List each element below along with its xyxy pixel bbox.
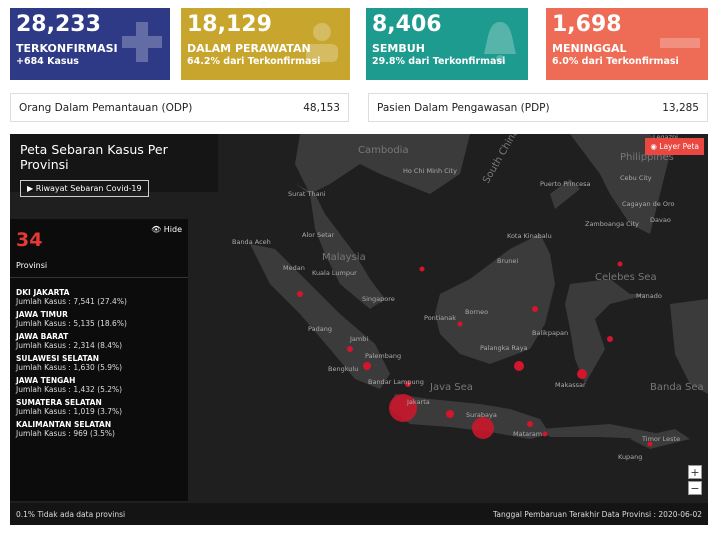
province-name: SULAWESI SELATAN [16,354,100,363]
stat-label: Orang Dalam Pemantauan (ODP) [19,101,193,114]
province-panel: 👁 Hide 34 Provinsi DKI JAKARTA Jumlah Kas… [10,219,188,501]
map-label: Davao [650,216,671,224]
title-box: Peta Sebaran Kasus Per Provinsi ▶ Riwaya… [10,134,218,197]
map-label: Cambodia [358,145,409,156]
card-recovered: 8,406 SEMBUH 29.8% dari Terkonfirmasi [366,8,528,80]
card-label: TERKONFIRMASI [16,42,118,55]
map-label: Padang [308,325,332,333]
map-label: Surabaya [466,411,497,419]
card-treated: 18,129 DALAM PERAWATAN 64.2% dari Terkon… [181,8,350,80]
icon [122,22,162,62]
card-sub: +684 Kasus [16,56,79,67]
map-label: Banda Aceh [232,238,271,246]
card-value: 28,233 [16,12,101,37]
card-value: 18,129 [187,12,272,37]
map-label: Malaysia [322,252,366,263]
map-label: Palembang [365,352,401,360]
map-label: Jakarta [406,398,430,406]
province-name: SUMATERA SELATAN [16,398,102,407]
map-canvas: Cambodia Ho Chi Minh City South China Sea P… [232,134,708,461]
footer-left: 0.1% Tidak ada data provinsi [16,509,126,519]
map-label: Zamboanga City [585,220,639,228]
province-name: JAWA TIMUR [16,310,68,319]
map[interactable]: Cambodia Ho Chi Minh City South China Sea P… [10,134,708,525]
history-button[interactable]: ▶ Riwayat Sebaran Covid-19 [20,180,149,197]
map-label: Kuala Lumpur [312,269,357,277]
province-name: KALIMANTAN SELATAN [16,420,112,429]
card-value: 1,698 [552,12,622,37]
card-label: SEMBUH [372,42,425,55]
province-name: DKI JAKARTA [16,288,70,297]
map-title: Peta Sebaran Kasus Per Provinsi [20,142,168,172]
card-sub: 29.8% dari Terkonfirmasi [372,56,506,67]
card-confirmed: 28,233 TERKONFIRMASI +684 Kasus [10,8,170,80]
icon [306,23,338,62]
map-label: Kupang [618,453,642,461]
stat-label: Pasien Dalam Pengawasan (PDP) [377,101,550,114]
case-bubbles [297,261,653,447]
map-label: Jambi [349,335,368,343]
card-sub: 6.0% dari Terkonfirmasi [552,56,679,67]
map-label: Bengkulu [328,365,358,373]
map-label: Makassar [555,381,586,389]
map-label: Brunei [497,257,518,265]
map-label: Legazpi [653,134,678,141]
stat-value: 48,153 [303,101,340,114]
map-label: Philippines [620,152,674,163]
icon [660,38,700,48]
map-label: Palangka Raya [480,344,528,352]
province-detail: Jumlah Kasus : 969 (3.5%) [16,429,115,438]
stat-odp: Orang Dalam Pemantauan (ODP) 48,153 [10,93,349,122]
map-label: Pontianak [424,314,456,322]
zoom-in[interactable]: + [688,465,702,479]
map-label: Borneo [465,308,488,316]
province-name: JAWA BARAT [16,332,69,341]
province-name: JAWA TENGAH [16,376,76,385]
province-detail: Jumlah Kasus : 1,630 (5.9%) [16,363,123,372]
province-detail: Jumlah Kasus : 1,432 (5.2%) [16,385,123,394]
map-label: Kota Kinabalu [507,232,552,240]
map-label: Medan [283,264,305,272]
map-label: Manado [636,292,662,300]
map-label: Bandar Lampung [368,378,424,386]
footer-right: Tanggal Pembaruan Terakhir Data Provinsi… [493,509,702,519]
map-label: Banda Sea [650,382,704,393]
province-count: 34 [16,229,43,251]
province-detail: Jumlah Kasus : 1,019 (3.7%) [16,407,123,416]
province-detail: Jumlah Kasus : 7,541 (27.4%) [16,297,127,306]
map-label: Cebu City [620,174,652,182]
hide-button[interactable]: 👁 Hide [151,225,182,234]
map-label: South China Sea [481,134,532,186]
map-label: Singapore [362,295,395,303]
map-label: Cagayan de Oro [622,200,674,208]
stat-pdp: Pasien Dalam Pengawasan (PDP) 13,285 [368,93,708,122]
card-label: MENINGGAL [552,42,627,55]
province-count-label: Provinsi [16,261,48,270]
separator [10,277,188,278]
icon [484,22,516,63]
card-sub: 64.2% dari Terkonfirmasi [187,56,321,67]
map-footer: 0.1% Tidak ada data provinsi Tanggal Pem… [10,503,708,525]
map-label: Celebes Sea [595,272,657,283]
card-value: 8,406 [372,12,442,37]
map-label: Puerto Princesa [540,180,591,188]
province-detail: Jumlah Kasus : 5,135 (18.6%) [16,319,127,328]
province-list: DKI JAKARTA Jumlah Kasus : 7,541 (27.4%) J… [16,285,176,442]
land [250,134,708,449]
province-detail: Jumlah Kasus : 2,314 (8.4%) [16,341,123,350]
layer-button[interactable]: ◉ Layer Peta [645,138,704,155]
zoom-out[interactable]: − [688,481,702,495]
map-label: Java Sea [429,382,473,393]
card-label: DALAM PERAWATAN [187,42,311,55]
card-deaths: 1,698 MENINGGAL 6.0% dari Terkonfirmasi [546,8,708,80]
map-label: Timor Leste [641,435,680,443]
map-label: Balikpapan [532,329,568,337]
map-label: Surat Thani [288,190,326,198]
stat-value: 13,285 [662,101,699,114]
map-label: Mataram [513,430,542,438]
map-label: Ho Chi Minh City [403,167,457,175]
map-label: Alor Setar [302,231,335,239]
